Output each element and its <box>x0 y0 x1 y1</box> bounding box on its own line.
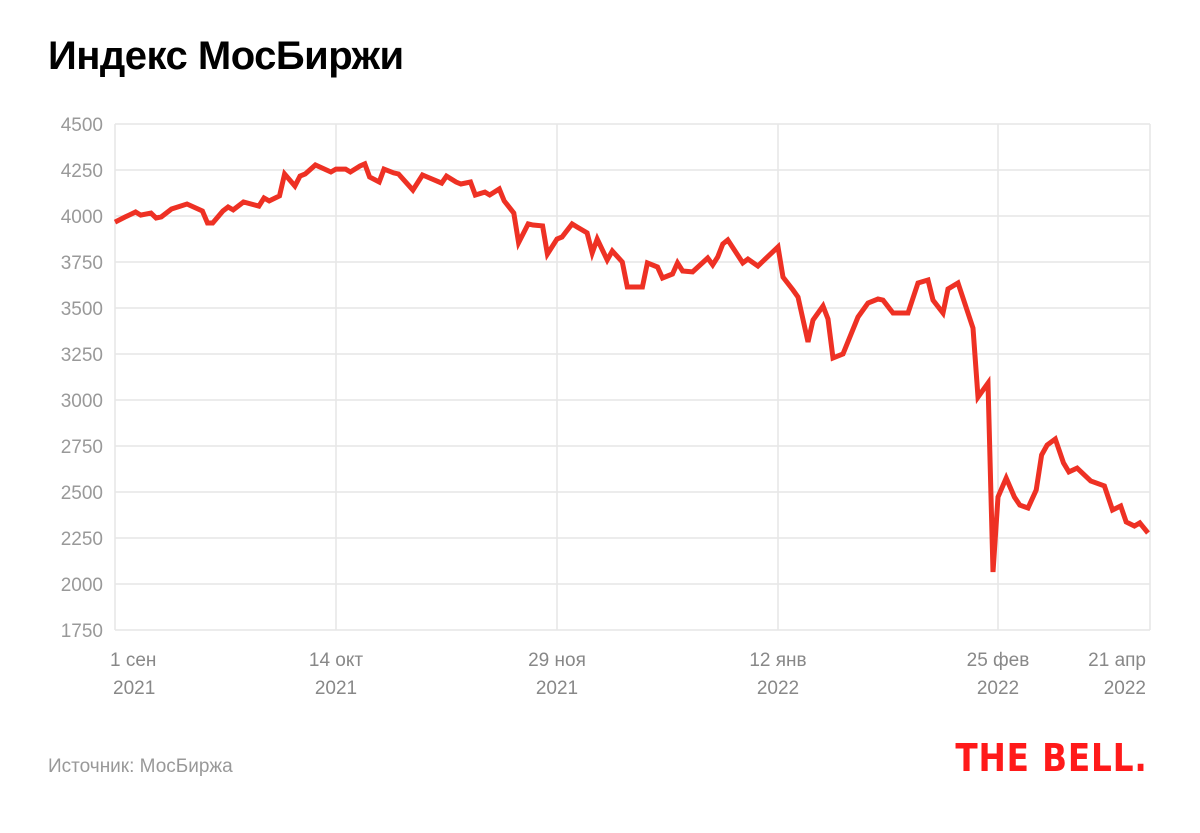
grid <box>114 123 1151 631</box>
chart-title: Индекс МосБиржи <box>48 34 404 78</box>
x-tick-year: 2022 <box>977 678 1019 699</box>
y-tick-label: 2500 <box>61 483 103 504</box>
x-tick-year: 2021 <box>113 678 155 699</box>
series <box>113 160 1150 573</box>
y-tick-label: 4500 <box>61 115 103 136</box>
x-tick-label: 12 янв <box>749 650 806 671</box>
y-tick-label: 1750 <box>61 621 103 642</box>
y-axis: 1750 2000 2250 2500 2750 3000 3250 3500 3750 4000… <box>61 115 103 642</box>
y-tick-label: 2000 <box>61 575 103 596</box>
y-tick-label: 4250 <box>61 161 103 182</box>
x-tick-year: 2021 <box>315 678 357 699</box>
y-tick-label: 3250 <box>61 345 103 366</box>
x-tick-label: 14 окт <box>309 650 364 671</box>
x-tick-label: 25 фев <box>967 650 1030 671</box>
x-tick-label: 21 апр <box>1088 650 1146 671</box>
the-bell-logo: THE BELL. <box>955 736 1148 780</box>
index-line <box>113 160 1150 573</box>
x-tick-label: 1 сен <box>110 650 156 671</box>
y-tick-label: 2250 <box>61 529 103 550</box>
x-tick-year: 2022 <box>757 678 799 699</box>
source-note: Источник: МосБиржа <box>48 756 233 777</box>
x-tick-label: 29 ноя <box>528 650 586 671</box>
x-tick-year: 2022 <box>1104 678 1146 699</box>
y-tick-label: 2750 <box>61 437 103 458</box>
x-tick-year: 2021 <box>536 678 578 699</box>
y-tick-label: 3750 <box>61 253 103 274</box>
x-axis: 1 сен 2021 14 окт 2021 29 ноя 2021 12 янв 2022 2… <box>110 650 1146 699</box>
y-tick-label: 4000 <box>61 207 103 228</box>
y-tick-label: 3500 <box>61 299 103 320</box>
y-tick-label: 3000 <box>61 391 103 412</box>
